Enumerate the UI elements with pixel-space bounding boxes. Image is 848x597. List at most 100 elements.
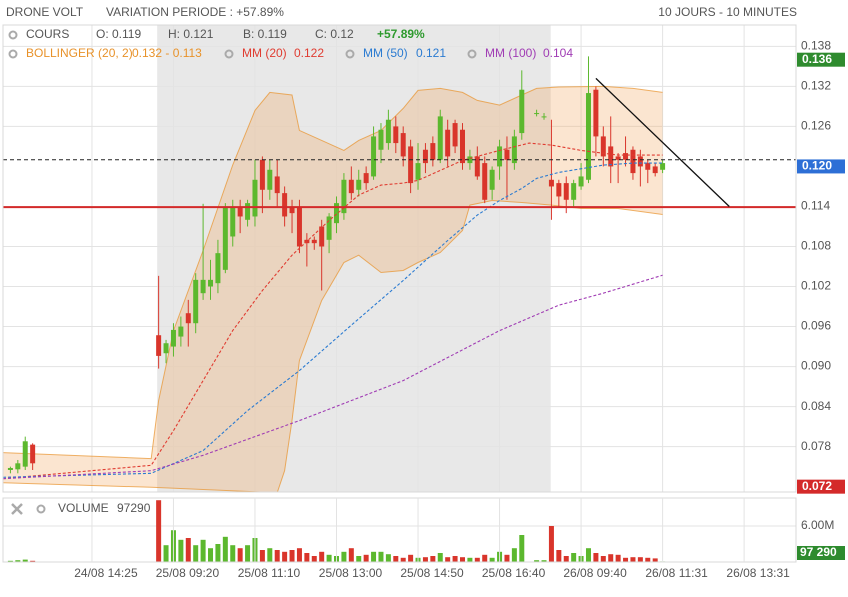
candle-body xyxy=(319,226,325,247)
close-icon[interactable] xyxy=(11,503,23,515)
y-tick-label: 0.138 xyxy=(801,39,831,53)
y-tick-label: 0.084 xyxy=(801,399,831,413)
volume-bar xyxy=(319,551,325,562)
x-tick-label: 25/08 11:10 xyxy=(238,566,301,580)
session-shade xyxy=(157,25,551,492)
y-tick-label: 0.114 xyxy=(801,199,830,213)
settings-icon[interactable] xyxy=(345,49,355,59)
candle-body xyxy=(415,163,421,180)
volume-bar xyxy=(511,548,517,562)
candle-body xyxy=(178,326,184,337)
volume-tag xyxy=(797,546,845,560)
bollinger-lower xyxy=(3,199,663,492)
moving-average xyxy=(3,274,663,480)
candle-body xyxy=(534,113,540,115)
legend-mm20-value: 0.122 xyxy=(294,46,324,60)
volume-bar xyxy=(326,554,332,562)
candle-body xyxy=(22,441,28,467)
candle-body xyxy=(156,335,162,356)
volume-bar xyxy=(571,553,577,562)
candle-body xyxy=(489,169,495,190)
candle-body xyxy=(452,123,458,147)
candle-body xyxy=(660,163,666,170)
moving-average xyxy=(3,162,663,478)
title: DRONE VOLT xyxy=(6,5,84,19)
legend-high: H: 0.121 xyxy=(168,27,214,41)
legend-mm20: MM (20) xyxy=(242,46,287,60)
volume-frame xyxy=(2,497,797,563)
legend-mm100: MM (100) xyxy=(485,46,536,60)
volume-bar xyxy=(452,556,458,562)
volume-bar xyxy=(371,551,377,562)
volume-bar xyxy=(637,557,643,562)
x-tick-label: 26/08 11:31 xyxy=(645,566,708,580)
plot-background xyxy=(3,25,796,492)
price-tag-label: 0.072 xyxy=(802,479,832,493)
candle-body xyxy=(637,156,643,167)
volume-bar xyxy=(489,557,495,562)
candle-body xyxy=(393,126,399,144)
volume-bar xyxy=(385,554,391,562)
candle-body xyxy=(363,173,369,184)
x-tick-label: 24/08 14:25 xyxy=(74,566,138,580)
volume-bar xyxy=(378,551,384,562)
settings-icon[interactable] xyxy=(36,504,46,514)
settings-icon[interactable] xyxy=(467,49,477,59)
volume-bar xyxy=(467,557,473,562)
legend-low: B: 0.119 xyxy=(243,27,287,41)
volume-bar xyxy=(608,554,614,562)
candle-body xyxy=(282,193,288,217)
candle-body xyxy=(163,343,169,354)
x-tick-label: 25/08 09:20 xyxy=(156,566,220,580)
candle-body xyxy=(237,206,243,217)
volume-bar xyxy=(363,554,369,562)
candle-body xyxy=(30,444,36,464)
price-tag-label: 0.120 xyxy=(802,159,832,173)
candle-body xyxy=(222,206,228,270)
candle-body xyxy=(334,203,340,224)
volume-bar xyxy=(178,539,184,562)
price-tag xyxy=(797,52,845,67)
x-tick-label: 25/08 13:00 xyxy=(319,566,383,580)
candle-body xyxy=(326,216,332,240)
volume-bar xyxy=(185,538,191,562)
price-frame xyxy=(2,24,797,493)
candle-body xyxy=(497,146,503,167)
candle-body xyxy=(482,163,488,200)
candle-body xyxy=(445,129,451,157)
candle-body xyxy=(578,176,584,187)
settings-icon[interactable] xyxy=(8,30,18,40)
candle-body xyxy=(408,146,414,184)
candle-body xyxy=(422,149,428,164)
price-plot xyxy=(3,56,796,492)
volume-bar xyxy=(356,556,362,562)
volume-bar xyxy=(237,548,243,562)
candle-body xyxy=(215,253,221,284)
volume-bar xyxy=(222,536,228,562)
volume-bar xyxy=(230,545,236,562)
axes: 0.138 0.132 0.126 0.114 0.108 0.102 0.096 0.090… xyxy=(74,39,845,580)
candle-body xyxy=(548,179,554,187)
volume-bar xyxy=(311,556,317,562)
volume-bar xyxy=(534,560,540,562)
candle-body xyxy=(585,93,591,180)
candle-body xyxy=(259,159,265,190)
legend-open: O: 0.119 xyxy=(96,27,141,41)
settings-icon[interactable] xyxy=(224,49,234,59)
candle-body xyxy=(170,329,176,347)
candle-body xyxy=(600,136,606,157)
volume-bar xyxy=(163,545,169,562)
legend-volume-value: 97290 xyxy=(117,501,151,515)
x-tick-label: 26/08 09:40 xyxy=(563,566,627,580)
settings-icon[interactable] xyxy=(8,49,18,59)
candle-body xyxy=(608,146,614,167)
candle-body xyxy=(511,136,517,164)
candle-body xyxy=(311,239,317,244)
volume-bar xyxy=(296,548,302,562)
volume-bar xyxy=(348,548,354,562)
volume-bar xyxy=(548,526,554,562)
volume-bar xyxy=(600,556,606,562)
candle-body xyxy=(193,279,199,324)
legend-bollinger-value: 0.132 - 0.113 xyxy=(132,46,202,60)
